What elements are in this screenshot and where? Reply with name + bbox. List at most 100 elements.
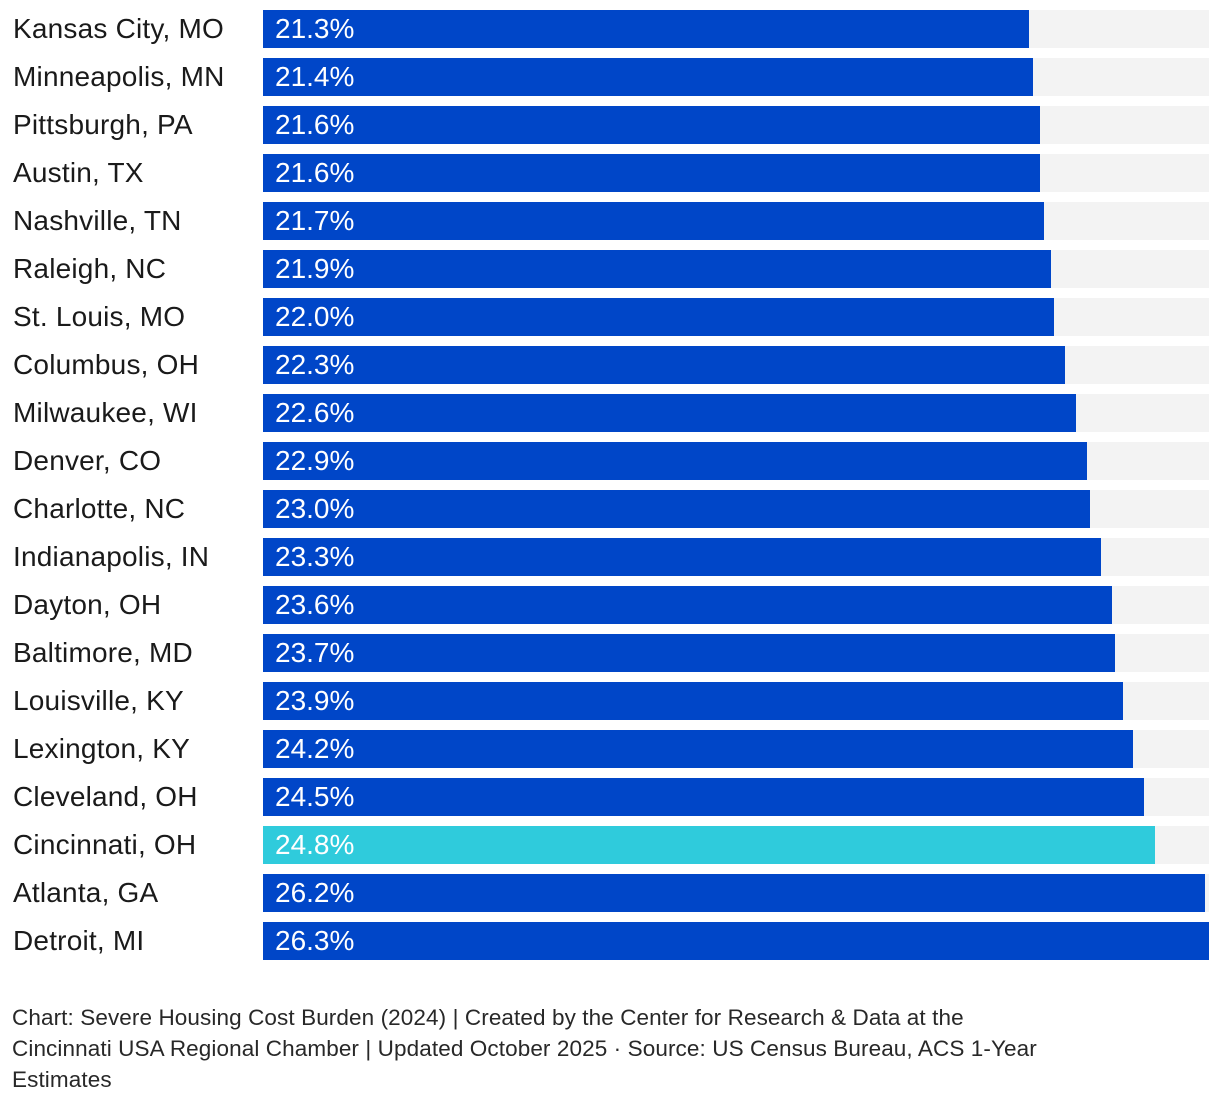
bar: 21.6%: [263, 154, 1040, 192]
bar: 22.3%: [263, 346, 1066, 384]
bar: 26.3%: [263, 922, 1209, 960]
chart-row: Dayton, OH 23.6%: [13, 586, 1209, 624]
chart-row: Lexington, KY 24.2%: [13, 730, 1209, 768]
category-label: Louisville, KY: [13, 685, 184, 716]
category-label: Milwaukee, WI: [13, 397, 198, 428]
bar-value-label: 26.3%: [275, 925, 355, 956]
bar-track: 21.6%: [263, 154, 1209, 192]
bar-value-label: 22.6%: [275, 397, 355, 428]
bar-track: 21.3%: [263, 10, 1209, 48]
bar-track: 21.4%: [263, 58, 1209, 96]
bar-value-label: 22.0%: [275, 301, 355, 332]
bar-track: 21.9%: [263, 250, 1209, 288]
chart-row: Pittsburgh, PA 21.6%: [13, 106, 1209, 144]
bar: 22.0%: [263, 298, 1055, 336]
bar-value-label: 24.2%: [275, 733, 355, 764]
chart-row: Atlanta, GA 26.2%: [13, 874, 1209, 912]
bar: 21.6%: [263, 106, 1040, 144]
category-label: Denver, CO: [13, 445, 162, 476]
bar: 22.9%: [263, 442, 1087, 480]
category-label: Cincinnati, OH: [13, 829, 197, 860]
chart-row: Indianapolis, IN 23.3%: [13, 538, 1209, 576]
bar: 23.0%: [263, 490, 1091, 528]
chart-row: Milwaukee, WI 22.6%: [13, 394, 1209, 432]
category-label: Lexington, KY: [13, 733, 190, 764]
bar-track: 21.7%: [263, 202, 1209, 240]
bar-track: 23.9%: [263, 682, 1209, 720]
bar-track: 24.8%: [263, 826, 1209, 864]
chart-row: Kansas City, MO 21.3%: [13, 10, 1209, 48]
chart-row: Nashville, TN 21.7%: [13, 202, 1209, 240]
bar-track: 23.7%: [263, 634, 1209, 672]
category-label: Columbus, OH: [13, 349, 200, 380]
category-label: Minneapolis, MN: [13, 61, 225, 92]
bar-value-label: 22.9%: [275, 445, 355, 476]
bar-track: 22.6%: [263, 394, 1209, 432]
category-label: St. Louis, MO: [13, 301, 186, 332]
category-label: Austin, TX: [13, 157, 144, 188]
bar-value-label: 23.6%: [275, 589, 355, 620]
category-label: Pittsburgh, PA: [13, 109, 193, 140]
bar-track: 22.3%: [263, 346, 1209, 384]
chart-row: Minneapolis, MN 21.4%: [13, 58, 1209, 96]
bar-track: 26.3%: [263, 922, 1209, 960]
chart-row: Cincinnati, OH 24.8%: [13, 826, 1209, 864]
bar: 21.7%: [263, 202, 1044, 240]
bar-value-label: 23.9%: [275, 685, 355, 716]
bar-value-label: 26.2%: [275, 877, 355, 908]
bar-track: 23.0%: [263, 490, 1209, 528]
category-label: Baltimore, MD: [13, 637, 193, 668]
bar-value-label: 24.8%: [275, 829, 355, 860]
bar-value-label: 21.6%: [275, 109, 355, 140]
chart-row: Cleveland, OH 24.5%: [13, 778, 1209, 816]
chart-row: Detroit, MI 26.3%: [13, 922, 1209, 960]
category-label: Atlanta, GA: [13, 877, 159, 908]
bar-track: 24.5%: [263, 778, 1209, 816]
category-label: Kansas City, MO: [13, 13, 224, 44]
chart-row: Louisville, KY 23.9%: [13, 682, 1209, 720]
category-label: Indianapolis, IN: [13, 541, 210, 572]
category-label: Detroit, MI: [13, 925, 145, 956]
bar: 21.4%: [263, 58, 1033, 96]
bar-track: 24.2%: [263, 730, 1209, 768]
bar-value-label: 21.6%: [275, 157, 355, 188]
footer-line: Estimates: [12, 1067, 112, 1092]
bar: 23.3%: [263, 538, 1102, 576]
chart-row: Columbus, OH 22.3%: [13, 346, 1209, 384]
chart-row: St. Louis, MO 22.0%: [13, 298, 1209, 336]
bar-value-label: 23.7%: [275, 637, 355, 668]
bar-track: 23.3%: [263, 538, 1209, 576]
bar: 23.9%: [263, 682, 1123, 720]
chart-row: Charlotte, NC 23.0%: [13, 490, 1209, 528]
bar-value-label: 21.3%: [275, 13, 355, 44]
bar: 21.9%: [263, 250, 1051, 288]
chart-row: Austin, TX 21.6%: [13, 154, 1209, 192]
bar-chart: Kansas City, MO 21.3% Minneapolis, MN 21.4%…: [13, 10, 1209, 960]
bar: 24.5%: [263, 778, 1145, 816]
bar-track: 26.2%: [263, 874, 1209, 912]
bar: 26.2%: [263, 874, 1206, 912]
bar-highlighted: 24.8%: [263, 826, 1156, 864]
bar-value-label: 24.5%: [275, 781, 355, 812]
bar: 22.6%: [263, 394, 1076, 432]
chart-row: Raleigh, NC 21.9%: [13, 250, 1209, 288]
bar-value-label: 22.3%: [275, 349, 355, 380]
footer-line: Chart: Severe Housing Cost Burden (2024)…: [12, 1005, 964, 1030]
bar-value-label: 21.9%: [275, 253, 355, 284]
bar-value-label: 23.0%: [275, 493, 355, 524]
bar-track: 21.6%: [263, 106, 1209, 144]
bar: 23.7%: [263, 634, 1116, 672]
bar-track: 22.0%: [263, 298, 1209, 336]
bar: 24.2%: [263, 730, 1134, 768]
footer-attribution: Chart: Severe Housing Cost Burden (2024)…: [12, 1002, 1200, 1095]
category-label: Charlotte, NC: [13, 493, 186, 524]
bar: 23.6%: [263, 586, 1112, 624]
category-label: Raleigh, NC: [13, 253, 167, 284]
chart-row: Baltimore, MD 23.7%: [13, 634, 1209, 672]
bar-value-label: 21.4%: [275, 61, 355, 92]
category-label: Cleveland, OH: [13, 781, 198, 812]
bar-track: 22.9%: [263, 442, 1209, 480]
bar-value-label: 23.3%: [275, 541, 355, 572]
category-label: Dayton, OH: [13, 589, 162, 620]
chart-row: Denver, CO 22.9%: [13, 442, 1209, 480]
